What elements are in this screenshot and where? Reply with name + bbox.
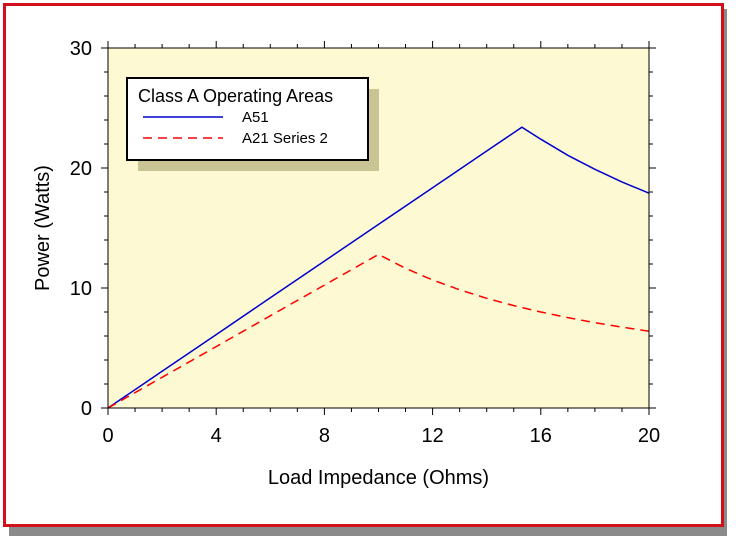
x-tick-label: 0	[102, 425, 113, 447]
legend-label-a21-series-2: A21 Series 2	[242, 130, 328, 147]
x-axis-label: Load Impedance (Ohms)	[268, 467, 489, 489]
x-tick-label: 16	[530, 425, 552, 447]
series-line-a51	[107, 126, 650, 409]
y-axis-label: Power (Watts)	[32, 165, 54, 291]
y-tick-label: 30	[70, 38, 92, 60]
ticks	[101, 41, 656, 415]
x-tick-label: 12	[421, 425, 443, 447]
legend-title: Class A Operating Areas	[138, 86, 333, 106]
series-line-a21-series-2	[107, 253, 650, 409]
legend-label-a51: A51	[242, 109, 269, 126]
tick-labels: 0 4 8 12 16 20 0 10 20 30	[70, 38, 660, 447]
x-tick-label: 20	[638, 425, 660, 447]
plot-border	[107, 47, 650, 409]
legend: Class A Operating Areas A51 A21 Series 2	[126, 77, 379, 171]
y-tick-label: 0	[81, 398, 92, 420]
y-tick-label: 10	[70, 278, 92, 300]
x-tick-label: 8	[319, 425, 330, 447]
x-tick-label: 4	[211, 425, 222, 447]
legend-box	[126, 77, 369, 161]
y-tick-label: 20	[70, 158, 92, 180]
series-layer	[107, 126, 650, 409]
